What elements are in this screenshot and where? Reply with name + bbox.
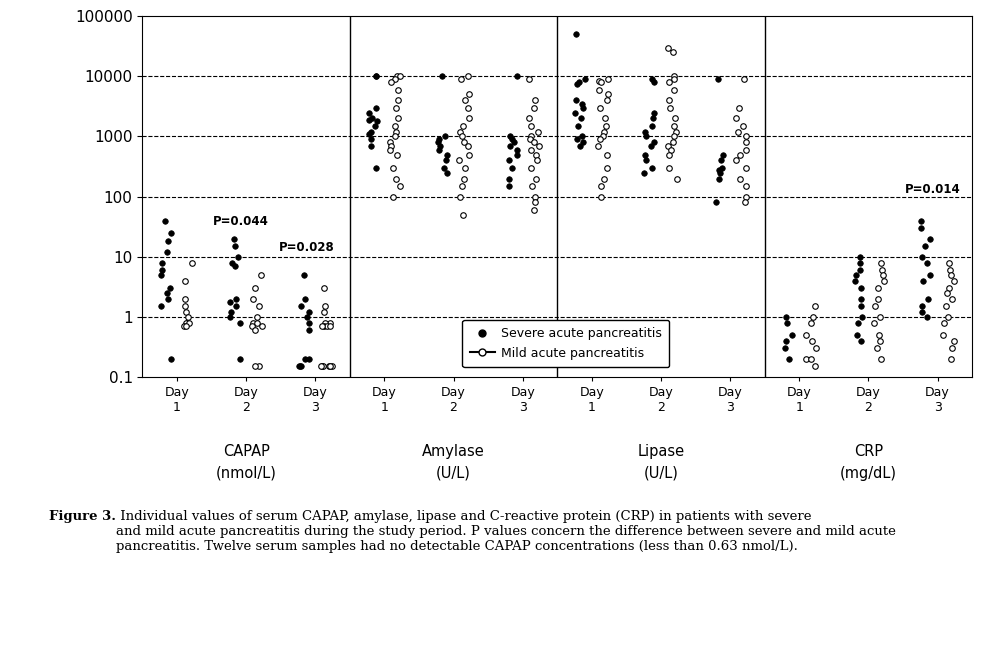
Legend: Severe acute pancreatitis, Mild acute pancreatitis: Severe acute pancreatitis, Mild acute pa… (462, 320, 669, 367)
Text: (U/L): (U/L) (436, 466, 471, 481)
Text: (U/L): (U/L) (643, 466, 679, 481)
Text: Figure 3.: Figure 3. (49, 510, 116, 523)
Text: CAPAP: CAPAP (223, 444, 269, 459)
Text: P=0.014: P=0.014 (904, 183, 960, 196)
Text: (nmol/L): (nmol/L) (216, 466, 277, 481)
Text: P=0.044: P=0.044 (213, 215, 269, 228)
Text: Lipase: Lipase (637, 444, 684, 459)
Text: Amylase: Amylase (422, 444, 485, 459)
Text: CRP: CRP (854, 444, 883, 459)
Text: P=0.028: P=0.028 (279, 241, 335, 254)
Text: Individual values of serum CAPAP, amylase, lipase and C-reactive protein (CRP) i: Individual values of serum CAPAP, amylas… (116, 510, 896, 553)
Text: (mg/dL): (mg/dL) (840, 466, 897, 481)
